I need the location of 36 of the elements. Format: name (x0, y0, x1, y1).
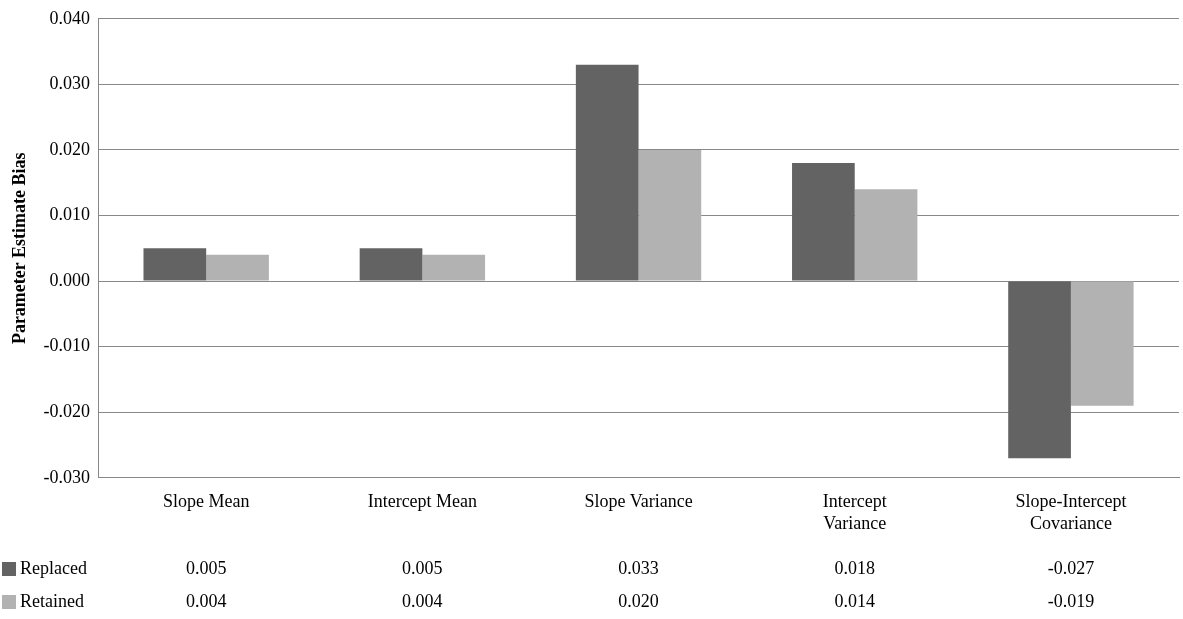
bar (422, 254, 486, 281)
y-tick-label: -0.010 (43, 335, 91, 356)
x-tick-label: Intercept Mean (367, 491, 478, 512)
bar (792, 163, 855, 281)
x-tick-label: Intercept Variance (822, 491, 887, 533)
x-tick-label: Slope-Intercept Covariance (1015, 491, 1127, 533)
legend-label: Retained (20, 590, 84, 611)
data-label: 0.005 (402, 557, 443, 578)
legend-label: Replaced (20, 557, 87, 578)
bar (359, 248, 423, 281)
data-label: 0.020 (618, 590, 659, 611)
bar (143, 248, 207, 281)
bar (1008, 281, 1071, 459)
y-tick-label: 0.040 (49, 7, 91, 28)
data-label: 0.033 (618, 557, 659, 578)
data-label: 0.018 (834, 557, 875, 578)
bar (206, 254, 269, 281)
y-tick-label: -0.020 (43, 400, 91, 421)
x-tick-label: Slope Mean (162, 491, 250, 512)
data-label: 0.004 (402, 590, 443, 611)
data-label: 0.005 (185, 557, 227, 578)
bar (1070, 281, 1134, 406)
bar (854, 189, 918, 281)
data-label: -0.019 (1047, 590, 1095, 611)
data-label: 0.014 (834, 590, 875, 611)
y-tick-label: 0.030 (49, 73, 91, 94)
data-label: -0.027 (1047, 557, 1095, 578)
bar (575, 64, 639, 281)
bar (638, 149, 702, 281)
y-axis-title: Parameter Estimate Bias (9, 152, 30, 345)
y-tick-label: 0.000 (49, 269, 91, 290)
x-tick-label: Slope Variance (584, 491, 693, 512)
y-tick-label: 0.020 (49, 138, 91, 159)
data-label: 0.004 (185, 590, 227, 611)
y-tick-label: -0.030 (43, 466, 91, 487)
y-tick-label: 0.010 (49, 204, 91, 225)
